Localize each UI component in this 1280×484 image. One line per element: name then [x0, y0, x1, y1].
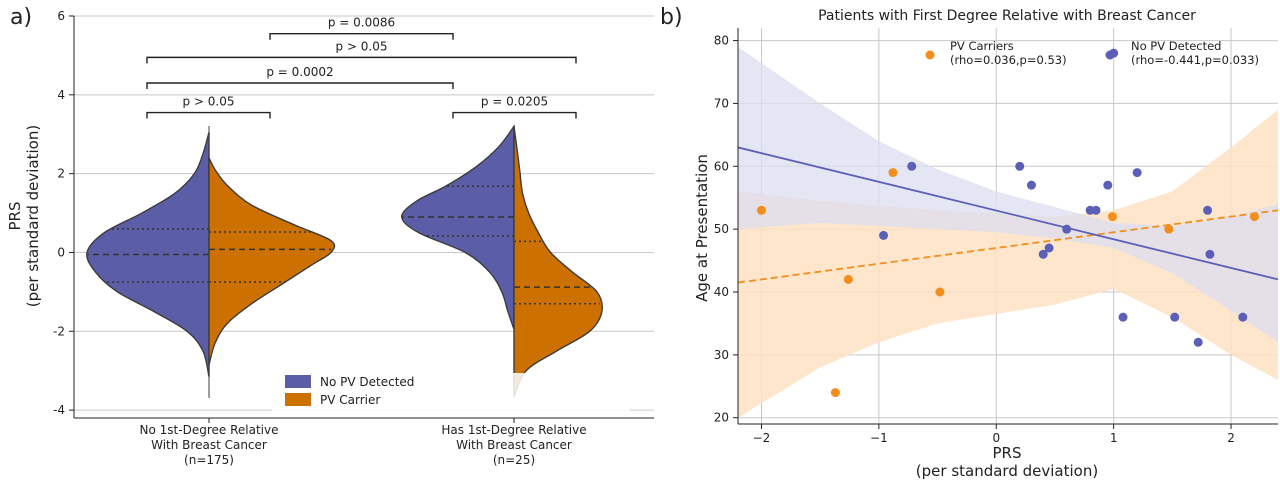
scatter-point [1107, 212, 1117, 222]
y-tick-label: 20 [714, 411, 729, 425]
scatter-title: Patients with First Degree Relative with… [818, 8, 1196, 24]
confidence-band [738, 46, 1278, 343]
scatter-point [1091, 205, 1101, 215]
legend-box [272, 373, 630, 411]
x-axis-title-line2: (per standard deviation) [916, 462, 1098, 480]
scatter-point [1238, 312, 1248, 322]
violins [86, 124, 603, 398]
legend-label-pv-carrier: PV Carrier [320, 393, 380, 407]
scatter-point [1193, 337, 1203, 347]
y-tick-label: 40 [714, 285, 729, 299]
scatter-point [756, 205, 766, 215]
confidence-band [738, 109, 1278, 418]
y-tick-label: 6 [57, 9, 65, 23]
legend-stats-pv-carriers: (rho=0.036,p=0.53) [950, 53, 1067, 67]
legend-label-no-pv: No PV Detected [320, 375, 414, 389]
y-axis-title-line2: (per standard deviation) [24, 125, 42, 307]
scatter-point [1170, 312, 1180, 322]
p-value-label: p = 0.0086 [328, 16, 395, 30]
violin-half-right [208, 157, 336, 365]
scatter-point [1132, 168, 1142, 178]
panel-a-letter: a) [10, 5, 32, 30]
legend-label-no-pv-detected: No PV Detected [1131, 39, 1221, 53]
x-tick-label: −1 [870, 431, 888, 445]
scatter-point [843, 274, 853, 284]
scatter-point [879, 230, 889, 240]
scatter-point [1038, 249, 1048, 259]
violin-legend: No PV Detected PV Carrier [272, 373, 630, 411]
legend-swatch-no-pv [285, 375, 311, 388]
x-category-label: (n=25) [493, 453, 535, 467]
regression-lines [738, 146, 1278, 284]
scatter-point [1062, 224, 1072, 234]
scatter-legend: PV Carriers (rho=0.036,p=0.53) No PV Det… [925, 39, 1259, 67]
y-axis-title: Age at Presentation [693, 154, 711, 302]
x-axis-title-line1: PRS [993, 444, 1022, 462]
y-tick-label: 60 [714, 159, 729, 173]
significance-bracket [146, 111, 271, 119]
violin-half-right [513, 126, 603, 397]
significance-bracket [269, 33, 454, 40]
x-tick-label: 1 [1110, 431, 1118, 445]
x-category-label: Has 1st-Degree Relative [441, 423, 586, 437]
confidence-bands [738, 46, 1278, 418]
y-axis-title-line1: PRS [6, 202, 24, 231]
scatter-point [830, 388, 840, 398]
y-tick-label: 0 [57, 245, 65, 259]
significance-bracket [146, 82, 454, 89]
y-tick-label: -2 [53, 324, 65, 338]
scatter-point [1026, 180, 1036, 190]
y-tick-label: 70 [714, 96, 729, 110]
regression-line [738, 209, 1278, 284]
y-tick-label: 50 [714, 222, 729, 236]
scatter-point [1164, 224, 1174, 234]
y-tick-label: -4 [53, 403, 65, 417]
x-category-label: With Breast Cancer [456, 438, 572, 452]
scatter-point [1118, 312, 1128, 322]
scatter-point [1205, 249, 1215, 259]
x-category-label: (n=175) [184, 453, 234, 467]
scatter-point [907, 161, 917, 171]
regression-line [738, 146, 1278, 281]
scatter-point [1103, 180, 1113, 190]
y-tick-label: 30 [714, 348, 729, 362]
y-tick-label: 4 [57, 88, 65, 102]
x-category-label: With Breast Cancer [151, 438, 267, 452]
scatter-point [1250, 212, 1260, 222]
p-value-label: p > 0.05 [182, 95, 234, 109]
x-category-label: No 1st-Degree Relative [140, 423, 279, 437]
significance-bracket [146, 56, 577, 64]
significance-bracket [452, 111, 577, 119]
panel-b-axes: −2 −1 0 1 2 20 30 40 50 60 70 80 [714, 28, 1278, 445]
legend-label-pv-carriers: PV Carriers [950, 39, 1014, 53]
panel-b-letter: b) [660, 5, 683, 30]
p-value-label: p = 0.0205 [481, 95, 548, 109]
legend-swatch-pv-carrier [285, 393, 311, 406]
legend-stats-no-pv-detected: (rho=-0.441,p=0.033) [1131, 53, 1259, 67]
scatter-point [1044, 243, 1054, 253]
scatter-point [888, 168, 898, 178]
panel-b: b) Patients with First Degree Relative w… [660, 5, 1278, 480]
scatter-point [935, 287, 945, 297]
legend-marker-no-pv [1105, 50, 1115, 60]
x-tick-label: 0 [992, 431, 1000, 445]
scatter-point [1203, 205, 1213, 215]
panel-a-axes: -4 -2 0 2 4 6 [53, 9, 654, 423]
p-value-label: p = 0.0002 [266, 65, 333, 79]
violin-half-left [401, 124, 515, 330]
x-tick-label: 2 [1227, 431, 1235, 445]
y-tick-label: 80 [714, 34, 729, 48]
scatter-point [1015, 161, 1025, 171]
p-value-label: p > 0.05 [335, 39, 387, 53]
y-tick-label: 2 [57, 167, 65, 181]
x-tick-label: −2 [753, 431, 771, 445]
legend-marker-pv-carriers [925, 50, 935, 60]
